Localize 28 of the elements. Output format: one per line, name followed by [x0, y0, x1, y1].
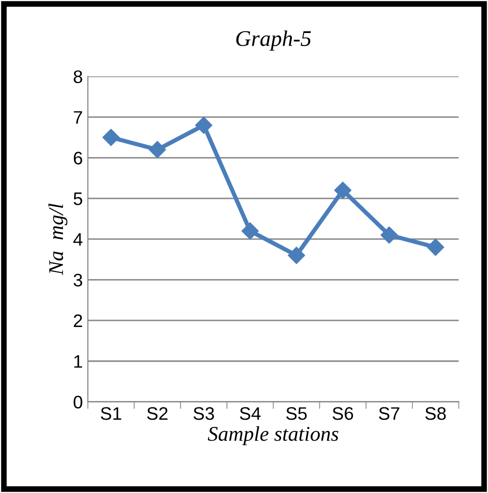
y-tick-label: 8: [74, 70, 82, 84]
point: [288, 246, 306, 264]
point: [242, 222, 259, 240]
x-tick-label: S5: [286, 407, 307, 420]
point: [426, 238, 444, 256]
point: [334, 182, 352, 199]
point: [148, 141, 166, 158]
x-tick-label: S7: [378, 407, 400, 420]
y-tick-label: 1: [74, 355, 82, 368]
y-tick-label: 0: [74, 396, 82, 409]
x-tick-label: S2: [147, 407, 168, 420]
y-tick-label: 2: [74, 314, 82, 327]
y-axis-title: Na mg/l: [48, 204, 68, 276]
x-tick-label: S6: [332, 407, 354, 420]
y-tick-label: 6: [74, 152, 82, 164]
x-axis-title: Sample stations: [208, 426, 338, 446]
point: [380, 226, 398, 244]
point: [102, 128, 120, 146]
x-tick-label: S1: [100, 407, 122, 420]
x-tick-label: S4: [240, 407, 261, 420]
x-tick-label: S3: [194, 407, 214, 420]
y-tick-label: 5: [74, 192, 82, 206]
x-tick-label: S8: [425, 407, 446, 420]
chart-title: Graph-5: [236, 30, 311, 51]
y-tick-label: 4: [73, 233, 82, 246]
y-tick-label: 3: [74, 274, 82, 286]
y-tick-label: 7: [74, 111, 82, 124]
point: [195, 116, 212, 134]
